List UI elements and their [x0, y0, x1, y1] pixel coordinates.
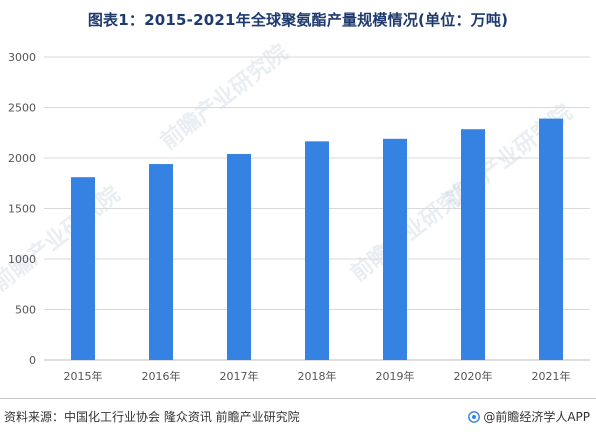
x-tick-label: 2020年 [454, 369, 493, 383]
watermark-text: 前瞻产业研究院 [0, 181, 125, 296]
chart-title: 图表1：2015-2021年全球聚氨酯产量规模情况(单位：万吨) [87, 11, 509, 29]
source-note: 资料来源：中国化工行业协会 隆众资讯 前瞻产业研究院 [4, 410, 300, 424]
bar [149, 164, 173, 360]
bar [461, 129, 485, 360]
y-tick-label: 0 [29, 354, 36, 367]
bar [71, 177, 95, 360]
y-tick-label: 1500 [8, 203, 36, 216]
y-tick-label: 2500 [8, 102, 36, 115]
x-tick-label: 2015年 [64, 369, 103, 383]
bar [539, 118, 563, 360]
brand-credit: @前瞻经济学人APP [468, 408, 590, 425]
bar [383, 138, 407, 360]
brand-logo-icon [468, 410, 481, 423]
y-axis: 0 500 1000 1500 2000 2500 3000 [8, 51, 36, 367]
x-axis: 2015年 2016年 2017年 2018年 2019年 2020年 2021年 [64, 369, 571, 383]
bar [227, 153, 251, 360]
x-tick-label: 2019年 [376, 369, 415, 383]
x-tick-label: 2018年 [298, 369, 337, 383]
brand-label: @前瞻经济学人APP [483, 410, 590, 424]
y-tick-label: 2000 [8, 152, 36, 165]
y-tick-label: 500 [15, 304, 36, 317]
x-tick-label: 2016年 [142, 369, 181, 383]
x-tick-label: 2021年 [532, 369, 571, 383]
bar [305, 141, 329, 360]
y-tick-label: 3000 [8, 51, 36, 64]
y-tick-label: 1000 [8, 253, 36, 266]
bars [71, 118, 563, 360]
x-tick-label: 2017年 [220, 369, 259, 383]
footer-divider [0, 398, 596, 399]
